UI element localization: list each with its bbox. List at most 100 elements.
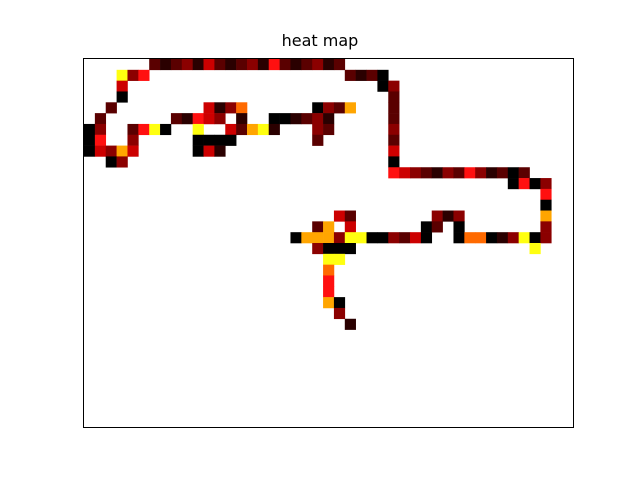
heatmap-cell [529,232,541,244]
heatmap-cell [290,59,302,71]
heatmap-cell [323,264,335,276]
heatmap-cell [225,134,237,146]
heatmap-cell [312,221,324,233]
heatmap-cell [203,134,215,146]
heatmap-cell [420,167,433,179]
heatmap-cell [268,123,280,136]
heatmap-cell [116,91,128,103]
heatmap-cell [279,59,291,71]
heatmap-cell [377,232,389,244]
heatmap-cell [323,59,335,71]
heatmap-cells [84,59,552,330]
heatmap-cell [181,59,193,71]
heatmap-cell [464,167,476,179]
heatmap-cell [323,102,335,114]
heatmap-cell [540,199,552,211]
heatmap-cell [518,232,530,244]
heatmap-cell [442,167,454,179]
heatmap-cell [192,134,204,146]
heatmap-cell [431,210,443,222]
heatmap-cell [388,113,400,125]
heatmap-cell [127,145,139,157]
heatmap-cell [225,123,237,136]
heatmap-cell [344,69,356,81]
heatmap-cell [181,113,193,125]
heatmap-cell [236,59,248,71]
heatmap-cell [247,59,259,71]
heatmap-cell [323,286,335,298]
heatmap-cell [496,232,509,244]
heatmap-cell [388,134,400,146]
heatmap-cell [257,59,270,71]
heatmap-cell [399,167,411,179]
heatmap-cell [388,167,400,179]
heatmap-cell [312,113,324,125]
heatmap-cell [236,113,248,125]
heatmap-cell [149,59,161,71]
heatmap-cell [214,145,226,157]
heatmap-cell [323,232,335,244]
heatmap-cell [399,232,411,244]
heatmap-cell [247,123,259,136]
heatmap-cell [279,113,291,125]
heatmap-cell [344,243,356,255]
heatmap-cell [116,80,128,92]
heatmap-cell [388,91,400,103]
heatmap-cell [344,221,356,233]
heatmap-cell [453,232,465,244]
heatmap-cell [323,253,335,265]
heatmap-cell [507,232,519,244]
heatmap-cell [366,232,378,244]
heatmap-cell [105,156,117,168]
heatmap-cell [518,178,530,190]
heatmap-cell [203,145,215,157]
heatmap-cell [333,210,346,222]
heatmap-cell [268,59,280,71]
heatmap-cell [312,59,324,71]
heatmap-cell [475,232,487,244]
heatmap-cell [540,221,552,233]
heatmap-cell [377,69,389,81]
heatmap-cell [138,123,150,136]
heatmap-cell [486,167,498,179]
plot-area-frame [83,58,574,428]
heatmap-cell [518,167,530,179]
heatmap-cell [214,113,226,125]
heatmap-cell [116,145,128,157]
heatmap-cell [105,145,117,157]
heatmap-cell [94,134,107,146]
heatmap-cell [192,59,204,71]
heatmap-cell [312,232,324,244]
heatmap-cell [333,232,346,244]
heatmap-cell [431,221,443,233]
heatmap-cell [94,123,107,136]
heatmap-cell [236,123,248,136]
heatmap-cell [214,102,226,114]
heatmap-cell [94,145,107,157]
heatmap-cell [333,102,346,114]
heatmap-cell [84,145,96,157]
heatmap-cell [431,167,443,179]
heatmap-cell [116,156,128,168]
heatmap-cell [333,59,346,71]
heatmap-cell [301,59,313,71]
heatmap-cell [507,178,519,190]
heatmap-cell [170,113,183,125]
heatmap-cell [301,113,313,125]
heatmap-cell [127,123,139,136]
heatmap-cell [388,80,400,92]
heatmap-cell [160,59,172,71]
heatmap-cell [453,210,465,222]
heatmap-cell [203,102,215,114]
heatmap-cell [323,275,335,287]
heatmap-cell [323,243,335,255]
heatmap-cell [410,167,422,179]
heatmap-cell [225,59,237,71]
heatmap-cell [214,59,226,71]
heatmap-cell [529,243,541,255]
heatmap-cell [312,243,324,255]
heatmap-cell [127,134,139,146]
heatmap-cell [388,145,400,157]
heatmap-cell [388,123,400,136]
